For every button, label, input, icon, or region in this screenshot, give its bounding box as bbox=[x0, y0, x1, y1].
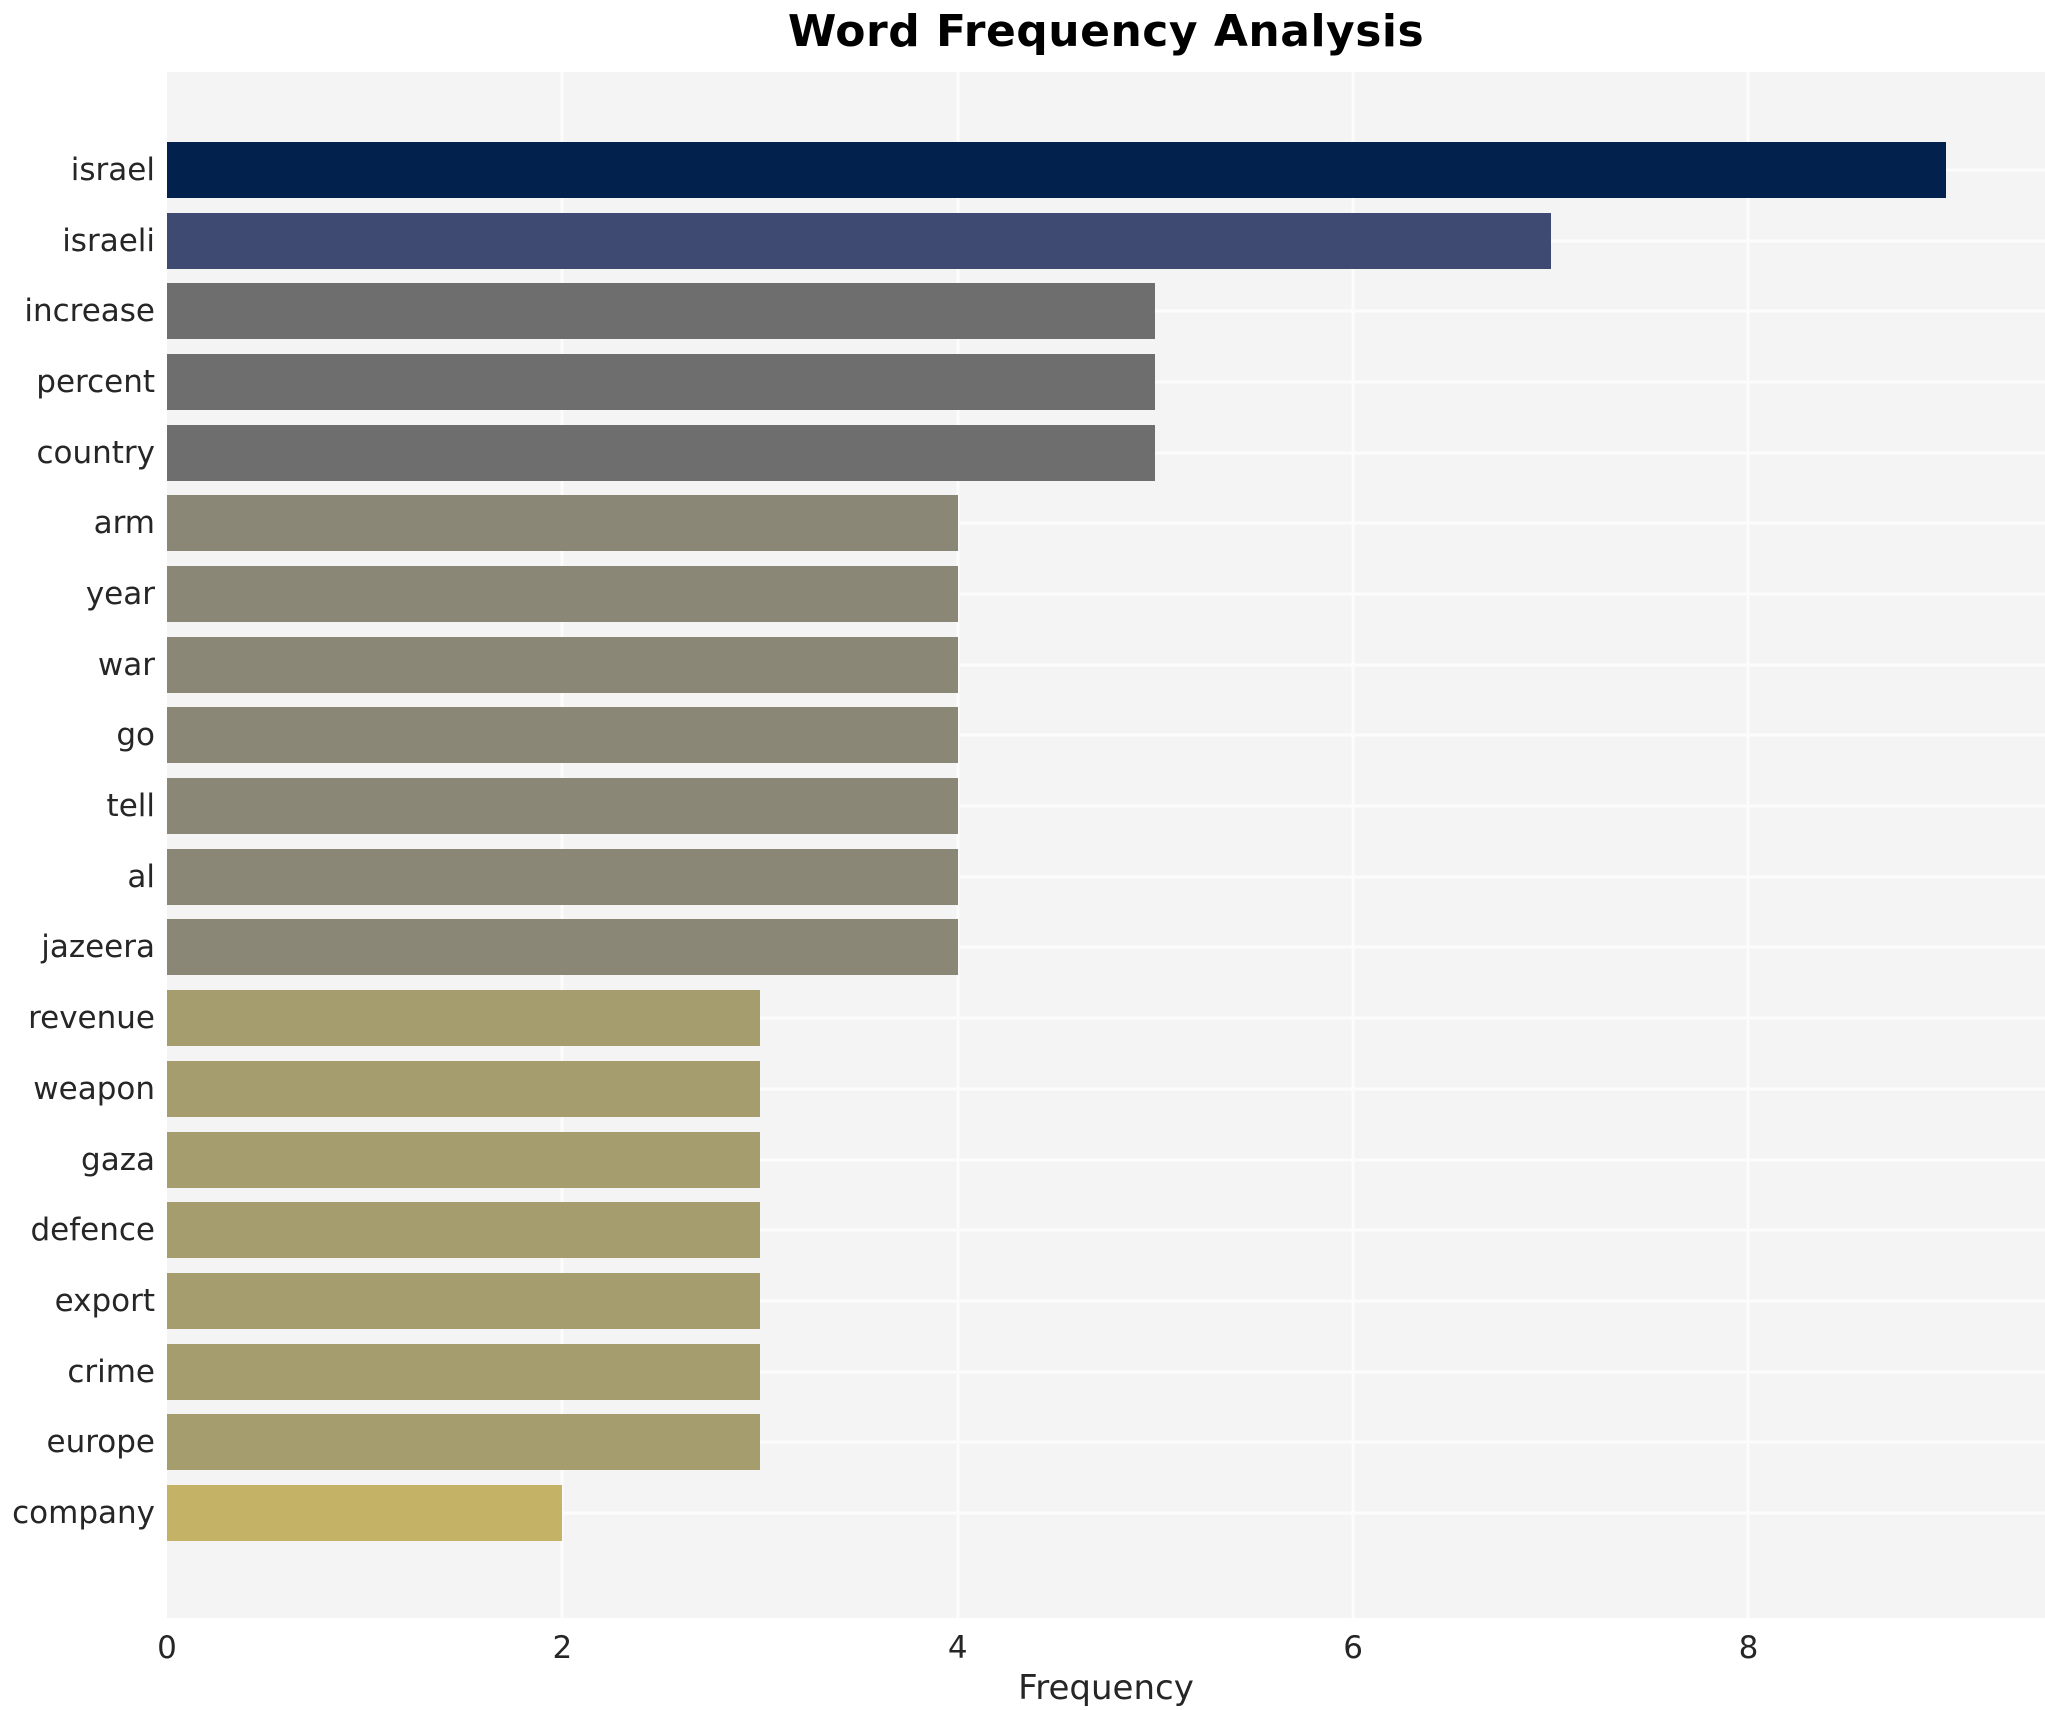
x-gridline bbox=[1746, 72, 1750, 1618]
y-gridline bbox=[167, 1087, 2045, 1091]
plot-area bbox=[167, 72, 2045, 1618]
y-gridline bbox=[167, 1299, 2045, 1303]
y-gridline bbox=[167, 592, 2045, 596]
bar-jazeera bbox=[167, 919, 958, 976]
y-gridline bbox=[167, 1228, 2045, 1232]
y-gridline bbox=[167, 733, 2045, 737]
y-tick-label-percent: percent bbox=[36, 364, 155, 401]
y-gridline bbox=[167, 804, 2045, 808]
x-tick-label-6: 6 bbox=[1343, 1630, 1363, 1666]
x-tick-label-0: 0 bbox=[157, 1630, 177, 1666]
bar-defence bbox=[167, 1202, 761, 1259]
bar-export bbox=[167, 1272, 761, 1329]
y-gridline bbox=[167, 1370, 2045, 1374]
bar-percent bbox=[167, 354, 1156, 411]
y-tick-label-export: export bbox=[54, 1282, 155, 1319]
bar-go bbox=[167, 707, 958, 764]
bar-revenue bbox=[167, 990, 761, 1047]
y-gridline bbox=[167, 521, 2045, 525]
x-gridline bbox=[956, 72, 960, 1618]
bar-year bbox=[167, 566, 958, 623]
y-tick-label-gaza: gaza bbox=[81, 1141, 155, 1178]
bar-gaza bbox=[167, 1131, 761, 1188]
y-gridline bbox=[167, 1158, 2045, 1162]
bar-country bbox=[167, 424, 1156, 481]
bar-tell bbox=[167, 778, 958, 835]
bar-europe bbox=[167, 1414, 761, 1471]
bar-company bbox=[167, 1484, 563, 1541]
x-tick-label-8: 8 bbox=[1738, 1630, 1759, 1666]
y-tick-label-jazeera: jazeera bbox=[41, 929, 155, 966]
y-tick-label-arm: arm bbox=[93, 505, 155, 542]
y-tick-label-year: year bbox=[85, 576, 155, 613]
y-gridline bbox=[167, 945, 2045, 949]
y-tick-label-defence: defence bbox=[30, 1212, 156, 1249]
y-tick-label-revenue: revenue bbox=[28, 1000, 155, 1037]
y-gridline bbox=[167, 1016, 2045, 1020]
y-tick-label-war: war bbox=[97, 646, 155, 683]
x-axis-label: Frequency bbox=[1018, 1668, 1194, 1708]
y-tick-label-tell: tell bbox=[106, 788, 155, 825]
bar-israeli bbox=[167, 212, 1551, 269]
y-tick-label-go: go bbox=[116, 717, 155, 754]
y-gridline bbox=[167, 875, 2045, 879]
x-tick-label-4: 4 bbox=[947, 1630, 968, 1666]
bar-war bbox=[167, 636, 958, 693]
bar-crime bbox=[167, 1343, 761, 1400]
bar-increase bbox=[167, 283, 1156, 340]
y-tick-label-israel: israel bbox=[70, 152, 155, 188]
bar-al bbox=[167, 848, 958, 905]
x-gridline bbox=[560, 72, 564, 1618]
y-tick-label-company: company bbox=[12, 1494, 155, 1531]
chart-title: Word Frequency Analysis bbox=[787, 6, 1425, 57]
y-tick-label-country: country bbox=[36, 434, 155, 471]
bar-israel bbox=[167, 142, 1947, 198]
y-tick-label-al: al bbox=[127, 858, 155, 895]
y-gridline bbox=[167, 1440, 2045, 1444]
bar-weapon bbox=[167, 1060, 761, 1117]
y-tick-label-weapon: weapon bbox=[33, 1070, 155, 1107]
y-tick-label-increase: increase bbox=[24, 293, 155, 330]
y-gridline bbox=[167, 1511, 2045, 1515]
x-tick-label-2: 2 bbox=[552, 1630, 573, 1666]
y-tick-label-crime: crime bbox=[67, 1353, 155, 1390]
bar-arm bbox=[167, 495, 958, 552]
y-tick-label-europe: europe bbox=[46, 1424, 156, 1461]
y-tick-label-israeli: israeli bbox=[62, 222, 155, 259]
y-gridline bbox=[167, 663, 2045, 667]
x-gridline bbox=[1351, 72, 1355, 1618]
